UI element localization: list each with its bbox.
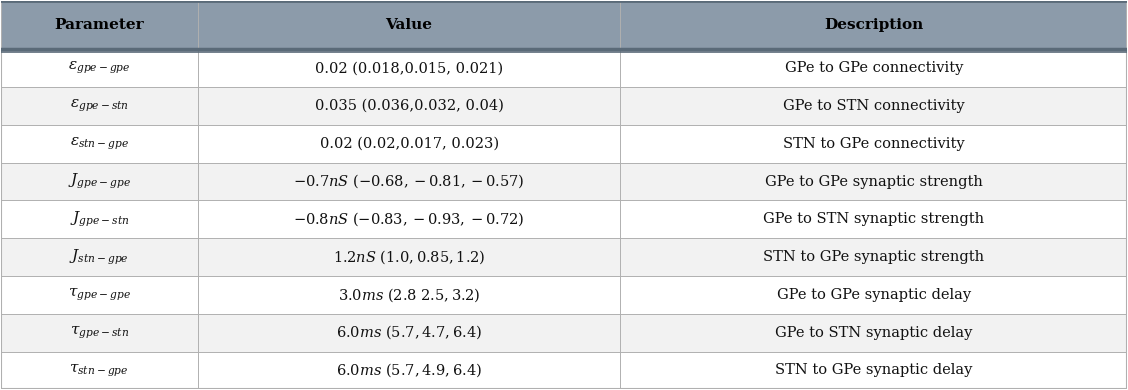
Text: 0.02 (0.018,0.015, 0.021): 0.02 (0.018,0.015, 0.021) <box>315 61 503 75</box>
Text: 0.035 (0.036,0.032, 0.04): 0.035 (0.036,0.032, 0.04) <box>315 99 503 113</box>
Bar <box>1 87 1127 125</box>
Text: Value: Value <box>386 18 433 32</box>
Text: $\tau_{gpe-stn}$: $\tau_{gpe-stn}$ <box>70 324 129 341</box>
Bar <box>1 49 1127 87</box>
Text: Parameter: Parameter <box>54 18 144 32</box>
Bar <box>1 276 1127 314</box>
Bar <box>1 200 1127 238</box>
Text: STN to GPe synaptic strength: STN to GPe synaptic strength <box>764 250 985 264</box>
Text: $\epsilon_{gpe-stn}$: $\epsilon_{gpe-stn}$ <box>70 98 129 114</box>
Bar <box>1 314 1127 351</box>
Bar <box>1 163 1127 200</box>
Text: $\tau_{stn-gpe}$: $\tau_{stn-gpe}$ <box>70 362 129 379</box>
Text: $J_{gpe-stn}$: $J_{gpe-stn}$ <box>70 210 129 229</box>
Bar <box>197 1 620 49</box>
Bar <box>1 351 1127 389</box>
Text: $3.0ms$ $(2.8\ 2.5, 3.2)$: $3.0ms$ $(2.8\ 2.5, 3.2)$ <box>337 286 481 304</box>
Text: $J_{gpe-gpe}$: $J_{gpe-gpe}$ <box>68 172 131 191</box>
Text: $\epsilon_{stn-gpe}$: $\epsilon_{stn-gpe}$ <box>70 136 129 152</box>
Text: GPe to STN synaptic strength: GPe to STN synaptic strength <box>764 212 985 226</box>
Text: GPe to GPe synaptic strength: GPe to GPe synaptic strength <box>765 174 982 188</box>
Bar <box>1 1 197 49</box>
Text: STN to GPe connectivity: STN to GPe connectivity <box>783 137 964 151</box>
Bar <box>1 125 1127 163</box>
Bar <box>1 238 1127 276</box>
Text: $J_{stn-gpe}$: $J_{stn-gpe}$ <box>70 247 130 267</box>
Text: $6.0ms$ $(5.7, 4.7, 6.4)$: $6.0ms$ $(5.7, 4.7, 6.4)$ <box>336 324 482 342</box>
Text: GPe to STN connectivity: GPe to STN connectivity <box>783 99 964 113</box>
Text: 0.02 (0.02,0.017, 0.023): 0.02 (0.02,0.017, 0.023) <box>319 137 499 151</box>
Text: GPe to STN synaptic delay: GPe to STN synaptic delay <box>775 326 972 340</box>
Text: Description: Description <box>825 18 924 32</box>
Text: STN to GPe synaptic delay: STN to GPe synaptic delay <box>775 363 972 378</box>
Text: $\tau_{gpe-gpe}$: $\tau_{gpe-gpe}$ <box>68 287 131 303</box>
Text: GPe to GPe connectivity: GPe to GPe connectivity <box>785 61 963 75</box>
Text: $6.0ms$ $(5.7, 4.9, 6.4)$: $6.0ms$ $(5.7, 4.9, 6.4)$ <box>336 362 482 379</box>
Text: $1.2nS$ $(1.0,0.85, 1.2)$: $1.2nS$ $(1.0,0.85, 1.2)$ <box>333 248 485 266</box>
Text: $-0.8nS$ $(-0.83,-0.93, -0.72)$: $-0.8nS$ $(-0.83,-0.93, -0.72)$ <box>293 211 525 228</box>
Text: GPe to GPe synaptic delay: GPe to GPe synaptic delay <box>777 288 971 302</box>
Text: $-0.7nS$ $(-0.68,-0.81, -0.57)$: $-0.7nS$ $(-0.68,-0.81, -0.57)$ <box>293 173 525 190</box>
Bar <box>620 1 1127 49</box>
Text: $\epsilon_{gpe-gpe}$: $\epsilon_{gpe-gpe}$ <box>68 60 131 76</box>
